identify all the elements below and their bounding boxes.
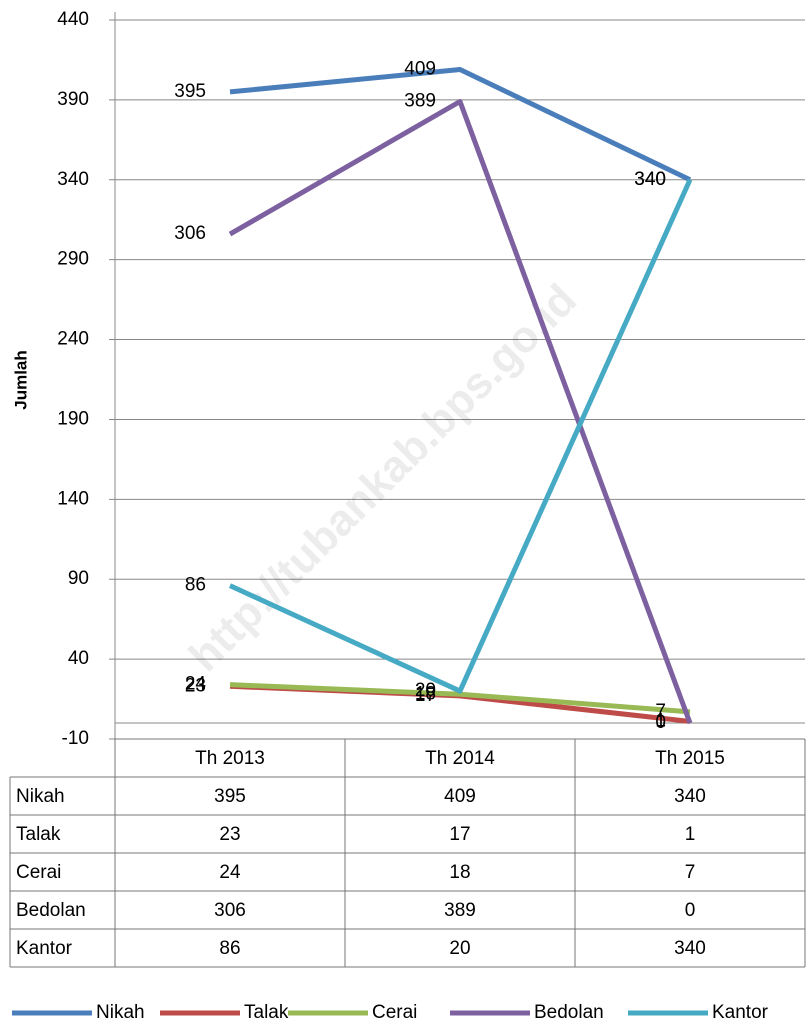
data-label: 409: [404, 59, 436, 80]
table-cell: 306: [214, 900, 246, 921]
x-tick-label: Th 2013: [195, 748, 265, 769]
legend-label: Bedolan: [534, 1002, 604, 1023]
legend-label: Talak: [244, 1002, 289, 1023]
table-cell: 23: [219, 824, 240, 845]
legend-label: Kantor: [712, 1002, 769, 1023]
data-label: 0: [655, 712, 666, 733]
data-label: 340: [634, 169, 666, 190]
series-line: [228, 178, 693, 694]
y-axis-label: Jumlah: [11, 350, 30, 410]
data-label: 86: [185, 575, 206, 596]
table-cell: 18: [449, 862, 470, 883]
table-cell: 7: [685, 862, 696, 883]
table-cell: 340: [674, 938, 706, 959]
data-label: 306: [174, 223, 206, 244]
data-label: 24: [185, 674, 207, 695]
y-tick-label: 440: [57, 9, 89, 30]
x-tick-label: Th 2014: [425, 748, 495, 769]
table-cell: 0: [685, 900, 696, 921]
y-tick-label: 240: [57, 329, 89, 350]
table-cell: 20: [449, 938, 470, 959]
table-cell: 1: [685, 824, 696, 845]
data-label: 23: [185, 675, 206, 696]
table-cell: 389: [444, 900, 476, 921]
y-tick-label: 190: [57, 408, 89, 429]
data-label: 20: [415, 680, 436, 701]
legend-label: Nikah: [96, 1002, 145, 1023]
watermark: http://tubankab.bps.go.id: [180, 275, 586, 681]
table-row-label: Nikah: [16, 786, 65, 807]
series-line: [229, 67, 692, 183]
table-cell: 86: [219, 938, 240, 959]
table-cell: 395: [214, 786, 246, 807]
series-line: [228, 98, 693, 724]
y-tick-label: -10: [62, 728, 89, 749]
table-cell: 24: [219, 862, 241, 883]
y-tick-label: 140: [57, 488, 89, 509]
data-label: 7: [655, 701, 666, 722]
table-row-label: Bedolan: [16, 900, 86, 921]
data-label: 18: [415, 683, 436, 704]
table-cell: 409: [444, 786, 476, 807]
table-row-label: Kantor: [16, 938, 73, 959]
table-row-label: Cerai: [16, 862, 61, 883]
y-tick-label: 340: [57, 169, 89, 190]
y-tick-label: 40: [68, 648, 89, 669]
data-label: 1: [655, 710, 666, 731]
table-row-label: Talak: [16, 824, 61, 845]
table-cell: 17: [449, 824, 470, 845]
y-tick-label: 390: [57, 89, 89, 110]
y-tick-label: 290: [57, 249, 89, 270]
series-line: [229, 682, 691, 715]
data-label: 389: [404, 91, 436, 112]
y-tick-label: 90: [68, 568, 89, 589]
legend-label: Cerai: [372, 1002, 417, 1023]
data-label: 340: [634, 169, 666, 190]
data-label: 395: [174, 81, 206, 102]
x-tick-label: Th 2015: [655, 748, 725, 769]
table-cell: 340: [674, 786, 706, 807]
